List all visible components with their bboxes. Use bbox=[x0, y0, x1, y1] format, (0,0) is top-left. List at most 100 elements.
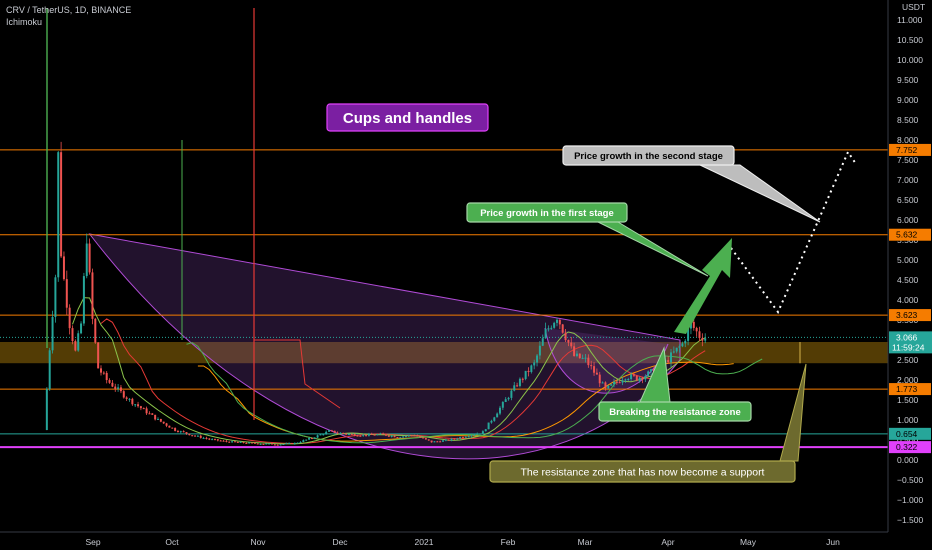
x-tick-label: Oct bbox=[165, 537, 179, 547]
candle-body bbox=[196, 435, 199, 437]
candle-body bbox=[584, 357, 587, 359]
level-price-text: 1.773 bbox=[896, 384, 918, 394]
y-tick-label: 9.500 bbox=[897, 75, 919, 85]
candle-body bbox=[459, 437, 462, 439]
candle-body bbox=[322, 434, 325, 436]
symbol-title[interactable]: CRV / TetherUS, 1D, BINANCE bbox=[6, 5, 132, 15]
candle-body bbox=[601, 382, 604, 384]
candle-body bbox=[698, 331, 701, 339]
candle-body bbox=[333, 430, 336, 433]
candle-body bbox=[396, 437, 399, 439]
candle-body bbox=[553, 322, 556, 328]
candle-body bbox=[667, 359, 670, 363]
candle-body bbox=[672, 351, 675, 353]
candle-body bbox=[610, 384, 613, 386]
annotation-second-stage: Price growth in the second stage bbox=[562, 145, 821, 223]
candle-body bbox=[316, 435, 319, 438]
candle-body bbox=[524, 370, 527, 379]
level-price-tag bbox=[889, 383, 931, 396]
candle-body bbox=[134, 404, 137, 406]
candle-body bbox=[615, 381, 618, 383]
candle-body bbox=[171, 427, 174, 429]
candle-body bbox=[641, 377, 644, 380]
arrows bbox=[674, 238, 732, 334]
candle-body bbox=[88, 243, 91, 273]
price-levels bbox=[0, 149, 888, 449]
candle-body bbox=[131, 398, 134, 405]
candle-body bbox=[339, 432, 342, 434]
candle-body bbox=[470, 435, 473, 437]
candle-body bbox=[516, 385, 519, 387]
candle-body bbox=[239, 441, 242, 443]
candle-body bbox=[128, 398, 131, 400]
x-tick-label: Apr bbox=[661, 537, 674, 547]
candle-body bbox=[313, 437, 316, 439]
candle-body bbox=[450, 438, 453, 441]
candle-body bbox=[567, 340, 570, 343]
candle-body bbox=[590, 365, 593, 367]
candle-body bbox=[632, 374, 635, 376]
candle-body bbox=[624, 379, 627, 381]
candle-body bbox=[644, 375, 647, 380]
candle-body bbox=[593, 366, 596, 373]
candle-body bbox=[479, 433, 482, 435]
annotation-first-stage: Price growth in the first stage bbox=[466, 202, 709, 277]
candle-body bbox=[533, 362, 536, 366]
candle-body bbox=[692, 321, 695, 328]
candle-body bbox=[595, 372, 598, 375]
candle-body bbox=[444, 439, 447, 441]
candle-body bbox=[279, 444, 282, 446]
candle-body bbox=[436, 441, 439, 443]
candle-body bbox=[265, 443, 268, 445]
candle-body bbox=[618, 382, 621, 384]
candle-body bbox=[182, 431, 185, 433]
candle-body bbox=[650, 369, 653, 372]
candle-body bbox=[689, 321, 692, 329]
candle-body bbox=[157, 418, 159, 420]
level-price-text: 0.322 bbox=[896, 442, 918, 452]
annotation-title: Cups and handles bbox=[326, 103, 489, 132]
candle-body bbox=[370, 433, 373, 435]
candle-body bbox=[282, 444, 285, 446]
candle-body bbox=[299, 441, 302, 443]
candle-body bbox=[684, 340, 687, 344]
annotation-box bbox=[489, 460, 796, 483]
candle-body bbox=[259, 443, 262, 445]
candle-body bbox=[681, 343, 684, 347]
projection bbox=[730, 149, 857, 314]
candle-body bbox=[285, 443, 288, 445]
candle-body bbox=[570, 342, 573, 347]
candle-body bbox=[74, 341, 77, 351]
candle-body bbox=[399, 437, 402, 439]
candle-body bbox=[427, 439, 430, 441]
annotation-pointer bbox=[699, 164, 821, 223]
currency-label: USDT bbox=[902, 2, 925, 12]
y-tick-label: 0.000 bbox=[897, 455, 919, 465]
candle-body bbox=[416, 435, 419, 437]
y-tick-label: 11.000 bbox=[897, 15, 923, 25]
candle-body bbox=[253, 442, 256, 444]
candle-body bbox=[80, 323, 83, 334]
candle-body bbox=[68, 307, 71, 329]
candle-body bbox=[439, 441, 442, 443]
candle-body bbox=[276, 444, 279, 446]
current-price-text: 3.066 bbox=[896, 332, 918, 342]
candle-body bbox=[159, 418, 162, 422]
candle-body bbox=[231, 441, 234, 443]
y-tick-label: 10.000 bbox=[897, 55, 923, 65]
level-price-tag bbox=[889, 441, 931, 454]
y-tick-label: −1.000 bbox=[897, 495, 924, 505]
candle-body bbox=[336, 432, 339, 434]
candle-body bbox=[564, 332, 567, 341]
candle-body bbox=[481, 431, 484, 434]
y-tick-label: 2.500 bbox=[897, 355, 919, 365]
price-axis-bg bbox=[888, 0, 932, 550]
indicator-label[interactable]: Ichimoku bbox=[6, 17, 43, 27]
candle-body bbox=[547, 328, 550, 330]
candle-body bbox=[114, 386, 117, 389]
candle-body bbox=[94, 318, 97, 343]
candle-body bbox=[510, 390, 513, 398]
candle-body bbox=[627, 379, 630, 381]
annotation-box bbox=[466, 202, 628, 223]
